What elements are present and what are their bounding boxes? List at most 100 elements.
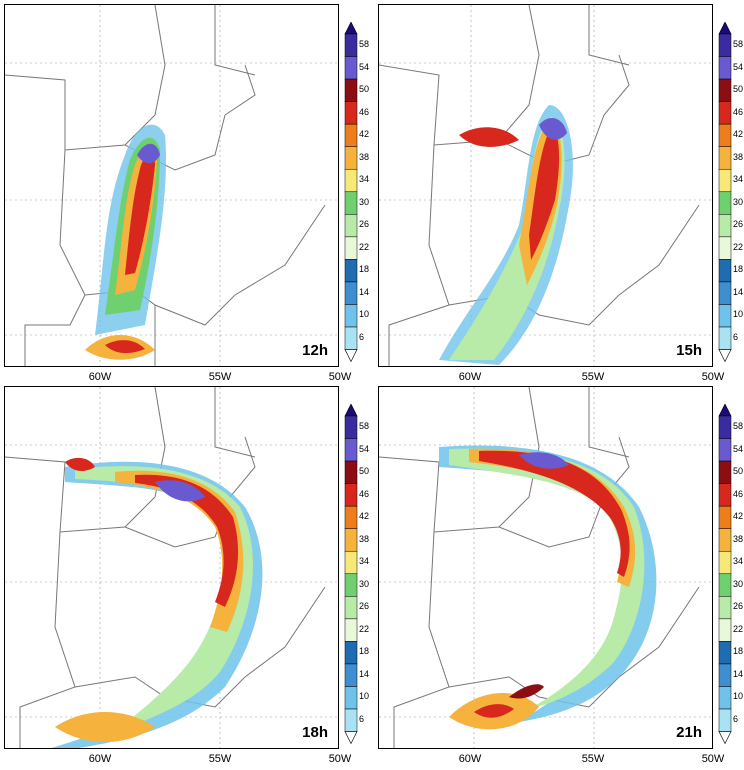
reflectivity-field: [5, 5, 338, 366]
colorbar-scale: [344, 22, 358, 362]
reflectivity-field: [5, 387, 338, 748]
colorbar-segment: [344, 78, 358, 102]
colorbar-label: 46: [359, 488, 370, 499]
colorbar-segment: [344, 146, 358, 170]
xtick-label: 50W: [328, 753, 352, 765]
colorbar-segment: [344, 214, 358, 238]
colorbar-label: 58: [733, 421, 744, 431]
colorbar-label: 6: [733, 332, 739, 343]
colorbar-label: 6: [359, 714, 365, 725]
colorbar-segment: [718, 686, 732, 710]
colorbar-scale: [718, 22, 732, 362]
colorbar-label: 54: [733, 443, 744, 454]
map-15h: 15h: [378, 4, 713, 367]
colorbar-label: 34: [359, 556, 370, 567]
xtick-label: 60W: [458, 753, 482, 765]
colorbar-segment: [344, 460, 358, 484]
colorbar-label: 10: [359, 309, 370, 320]
colorbar-segment: [718, 483, 732, 507]
colorbar-segment: [344, 686, 358, 710]
colorbar-label: 30: [733, 578, 744, 589]
colorbar-segment: [718, 505, 732, 529]
colorbar-label: 30: [359, 196, 370, 207]
map-21h: 21h: [378, 386, 713, 749]
colorbar-label: 30: [733, 196, 744, 207]
colorbar-segment: [344, 596, 358, 620]
colorbar-top-arrow: [718, 404, 732, 417]
colorbar-segment: [718, 326, 732, 350]
colorbar-segment: [718, 101, 732, 125]
colorbar-label: 14: [359, 668, 370, 679]
colorbar-label: 38: [733, 533, 744, 544]
colorbar-scale: [344, 404, 358, 744]
colorbar-segment: [344, 550, 358, 575]
colorbar-label: 34: [359, 174, 370, 185]
colorbar-segment: [718, 214, 732, 238]
colorbar-segment: [344, 304, 358, 328]
colorbar-segment: [344, 415, 358, 439]
xtick-label: 55W: [208, 753, 232, 765]
colorbar-label: 34: [733, 556, 744, 567]
colorbar-segment: [344, 663, 358, 687]
xtick-label: 55W: [208, 371, 232, 383]
colorbar-scale: [718, 404, 732, 744]
colorbar-label: 46: [733, 106, 744, 117]
colorbar-label: 38: [733, 151, 744, 162]
colorbar-label: 34: [733, 174, 744, 185]
colorbar-segment: [344, 281, 358, 305]
colorbar-bottom-arrow: [718, 731, 732, 744]
colorbar-segment: [718, 663, 732, 687]
time-label: 21h: [672, 723, 706, 742]
colorbar-segment: [344, 236, 358, 260]
colorbar-label: 26: [359, 219, 370, 230]
colorbar-segment: [718, 191, 732, 215]
colorbar-label: 10: [359, 691, 370, 702]
colorbar-label: 26: [733, 601, 744, 612]
colorbar-segment: [718, 618, 732, 642]
colorbar-label: 46: [359, 106, 370, 117]
colorbar-segment: [344, 483, 358, 507]
colorbar-segment: [344, 56, 358, 80]
colorbar-segment: [718, 708, 732, 732]
colorbar-segment: [718, 123, 732, 147]
colorbar-label: 50: [359, 84, 370, 95]
colorbar-label: 10: [733, 691, 744, 702]
colorbar-label: 50: [733, 84, 744, 95]
xtick-label: 55W: [581, 753, 605, 765]
colorbar-segment: [718, 438, 732, 462]
colorbar-label: 54: [359, 443, 370, 454]
colorbar-segment: [718, 573, 732, 597]
colorbar-label: 6: [359, 332, 365, 343]
time-label: 15h: [672, 341, 706, 360]
colorbar-segment: [344, 708, 358, 732]
map-12h: 12h: [4, 4, 339, 367]
colorbar-segment: [344, 101, 358, 125]
colorbar-segment: [718, 528, 732, 552]
colorbar-segment: [718, 304, 732, 328]
colorbar-label: 26: [359, 601, 370, 612]
colorbar-label: 14: [359, 286, 370, 297]
colorbar-segment: [718, 168, 732, 193]
colorbar-segment: [718, 146, 732, 170]
colorbar-segment: [344, 618, 358, 642]
colorbar-segment: [344, 641, 358, 665]
colorbar-segment: [344, 326, 358, 350]
colorbar-bottom-arrow: [344, 731, 358, 744]
colorbar-label: 14: [733, 668, 744, 679]
colorbar-segment: [718, 596, 732, 620]
colorbar-segment: [344, 191, 358, 215]
colorbar-segment: [718, 259, 732, 283]
colorbar-label: 46: [733, 488, 744, 499]
colorbar-label: 58: [359, 421, 370, 431]
time-label: 12h: [298, 341, 332, 360]
colorbar-label: 26: [733, 219, 744, 230]
map-18h: 18h: [4, 386, 339, 749]
colorbar-label: 58: [359, 39, 370, 49]
colorbar-label: 42: [359, 129, 370, 140]
colorbar-label: 50: [733, 466, 744, 477]
colorbar-bottom-arrow: [718, 349, 732, 362]
colorbar-segment: [344, 123, 358, 147]
colorbar-label: 42: [359, 511, 370, 522]
colorbar-label: 18: [359, 264, 370, 275]
xtick-label: 60W: [458, 371, 482, 383]
